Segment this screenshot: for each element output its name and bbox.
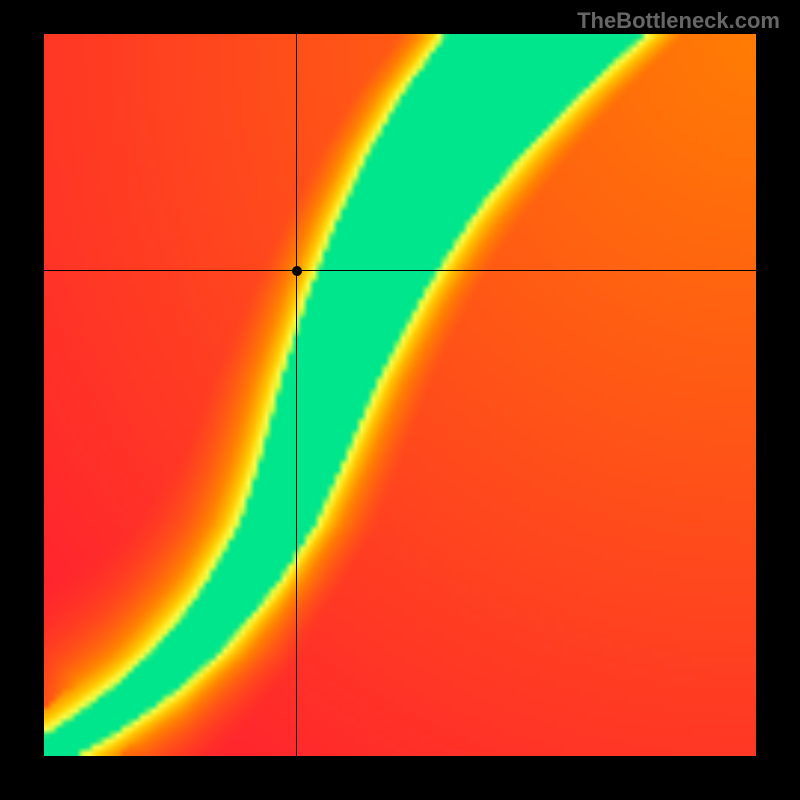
watermark-text: TheBottleneck.com [577,8,780,34]
heatmap-plot [44,34,756,756]
crosshair-vertical [296,34,297,756]
crosshair-horizontal [44,270,756,271]
data-point-marker [292,266,302,276]
heatmap-canvas [44,34,756,756]
